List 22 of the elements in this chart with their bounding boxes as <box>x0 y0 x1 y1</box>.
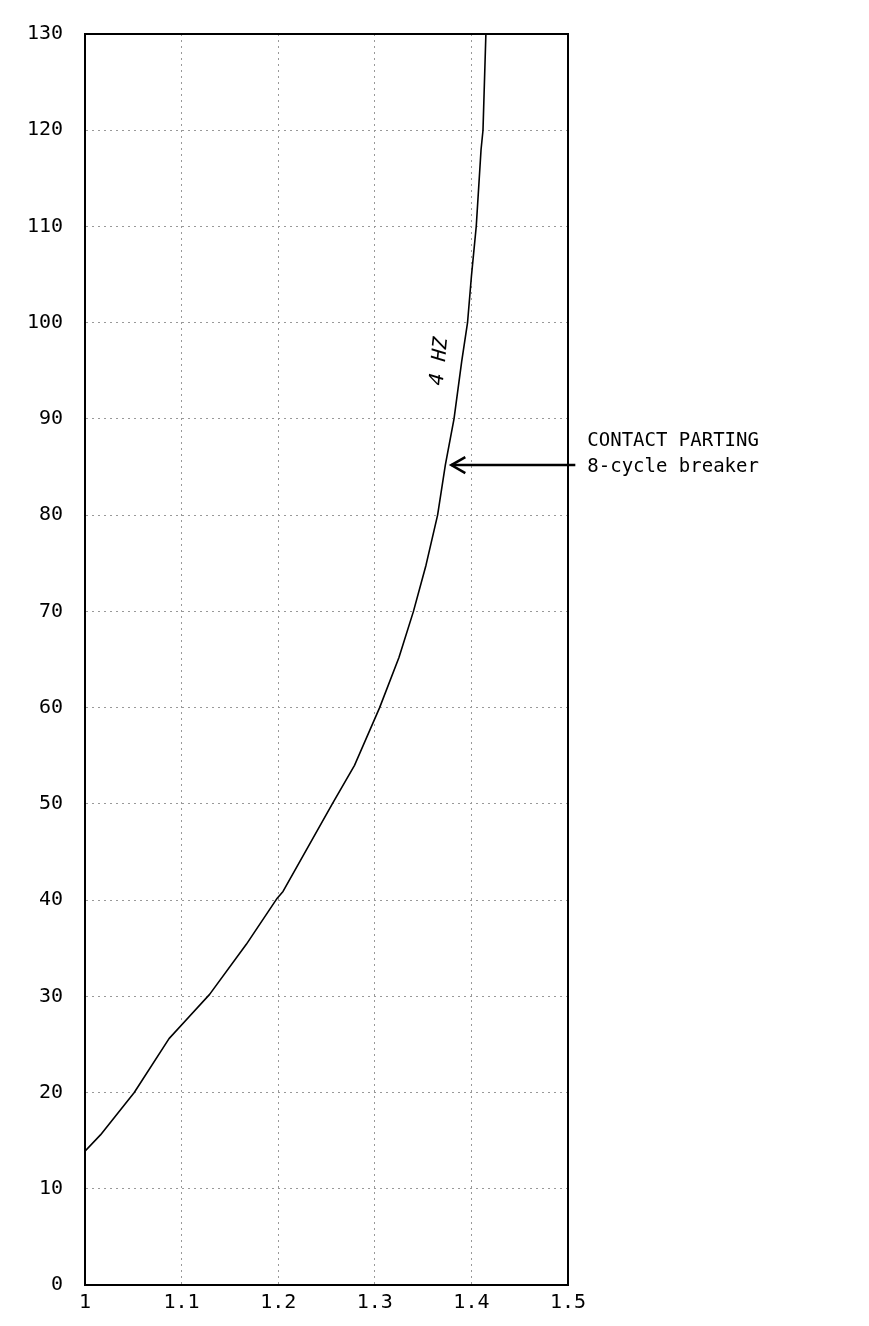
y-tick-label: 130 <box>26 20 63 45</box>
y-tick-label: 50 <box>38 790 63 815</box>
y-tick-label: 80 <box>38 501 63 526</box>
y-tick-label: 10 <box>38 1174 63 1199</box>
y-tick-label: 0 <box>50 1271 63 1296</box>
x-tick-label: 1.4 <box>453 1289 490 1314</box>
y-tick-label: 90 <box>38 405 63 430</box>
y-tick-label: 40 <box>38 886 63 911</box>
annotation: CONTACT PARTING 8-cycle breaker <box>587 428 759 477</box>
y-tick-label: 60 <box>38 693 63 718</box>
y-tick-label: 120 <box>26 116 63 141</box>
y-tick-label: 20 <box>38 1078 63 1103</box>
x-tick-label: 1.5 <box>549 1289 587 1314</box>
x-tick-label: 1.2 <box>260 1289 297 1314</box>
text: 4 HZ <box>423 334 453 387</box>
y-tick-label: 110 <box>26 212 63 237</box>
y-tick-label: 70 <box>38 597 63 622</box>
x-tick-label: 1 <box>78 1289 92 1314</box>
x-tick-label: 1.3 <box>356 1289 393 1314</box>
y-tick-label: 30 <box>38 982 63 1007</box>
x-tick-label: 1.1 <box>163 1289 200 1314</box>
y-tick-label: 100 <box>26 308 63 333</box>
